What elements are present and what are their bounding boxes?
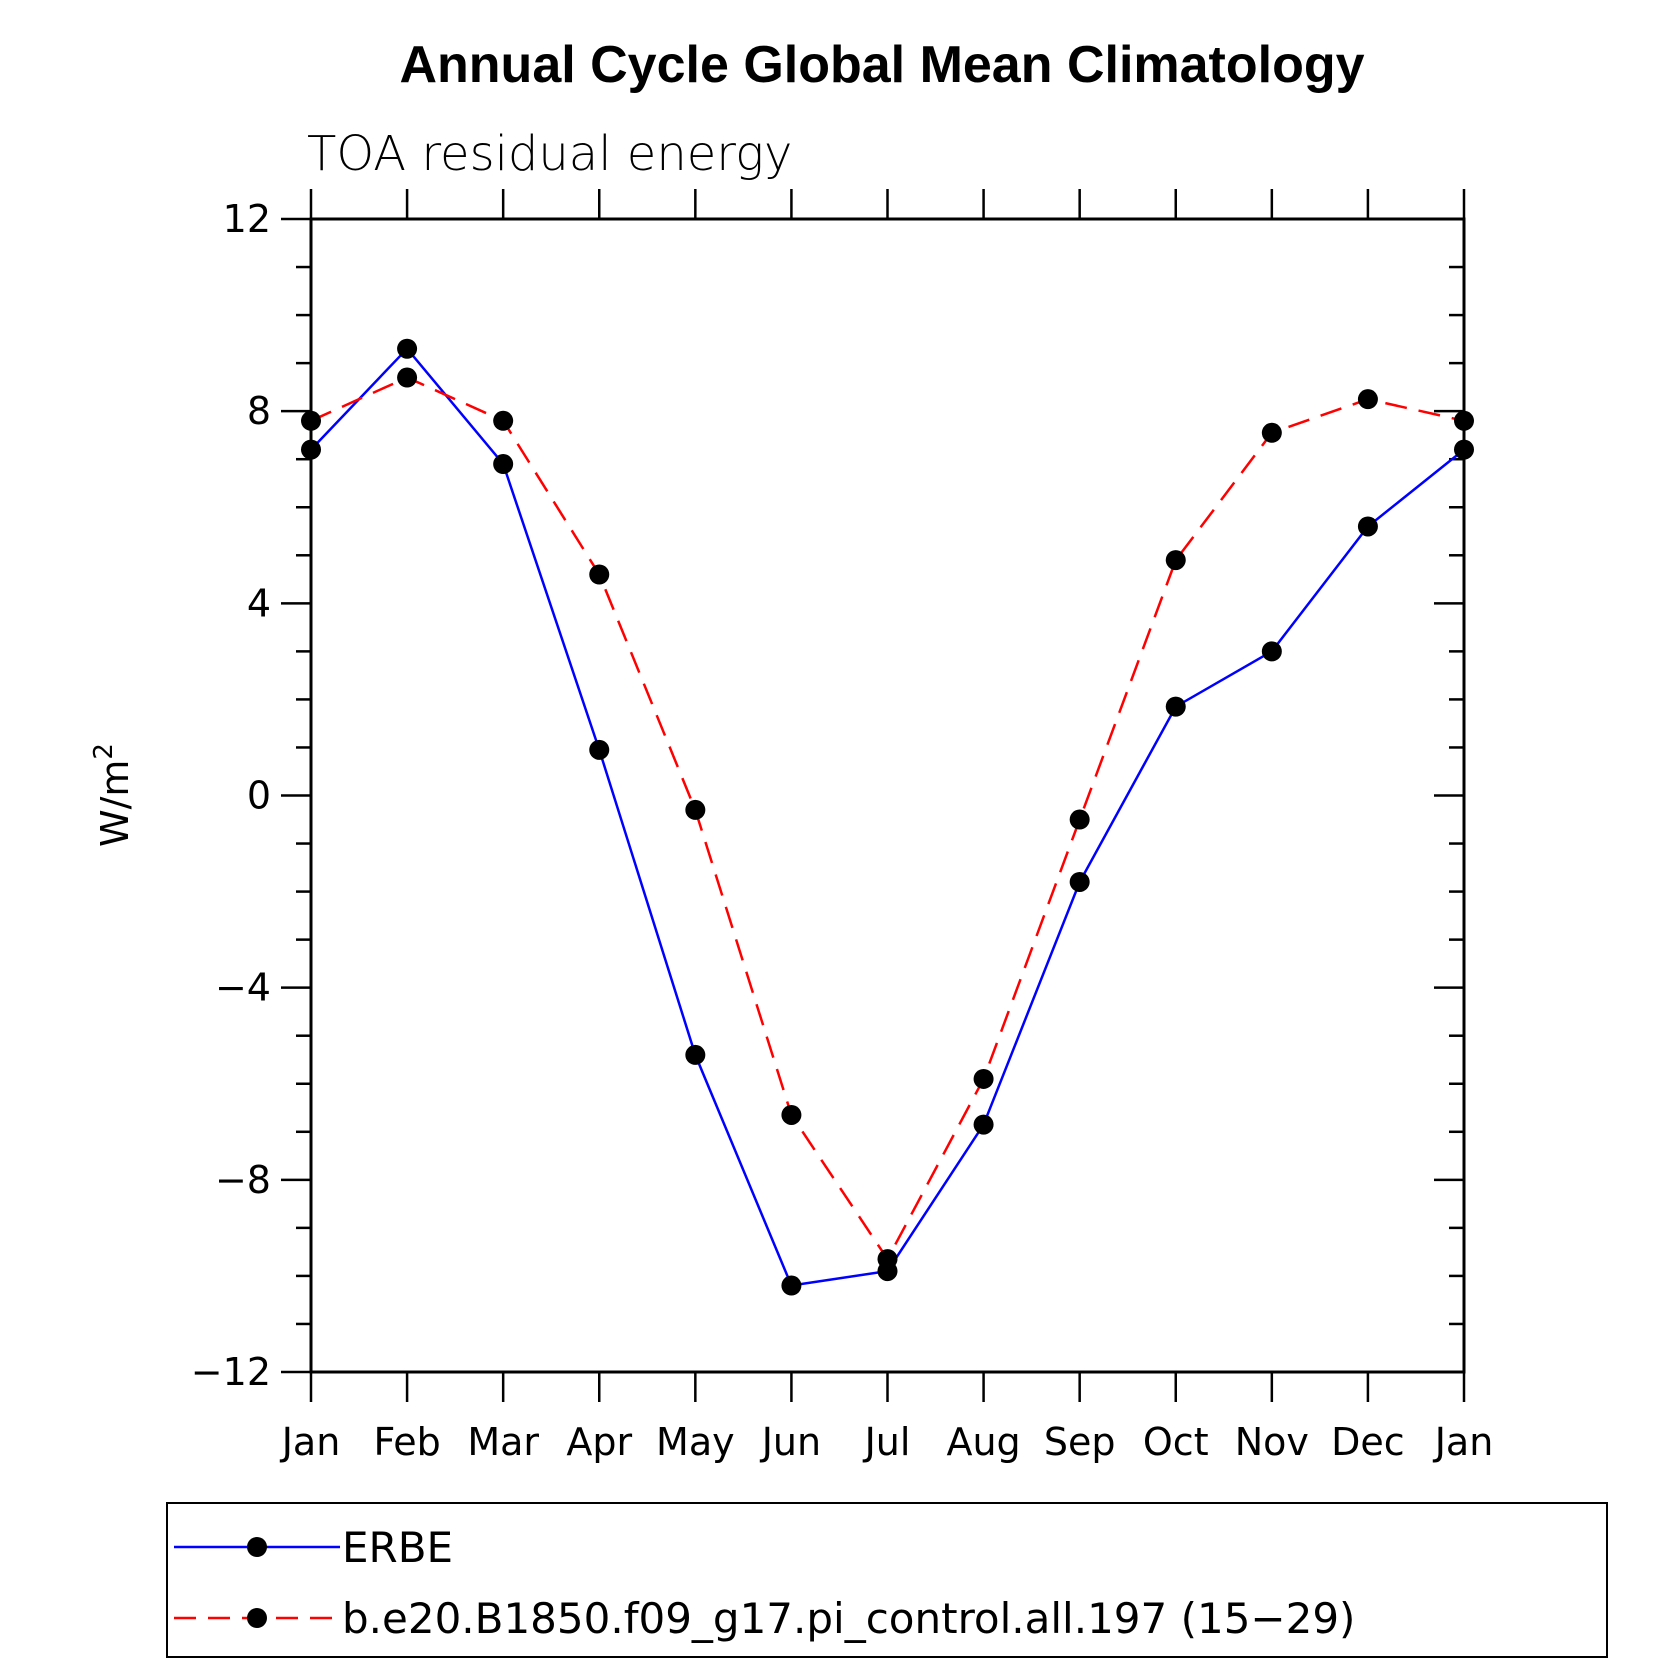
y-tick-label: −4 (215, 966, 271, 1010)
data-point (493, 454, 514, 475)
x-tick-label: Nov (1235, 1420, 1309, 1464)
plot-area (309, 217, 1466, 1374)
chart-subtitle: TOA residual energy (307, 126, 792, 182)
data-point (973, 1114, 994, 1135)
data-point (973, 1068, 994, 1089)
x-tick-label: Aug (946, 1420, 1020, 1464)
data-point (1069, 809, 1090, 830)
data-point (685, 1044, 706, 1065)
x-tick-label: May (656, 1420, 735, 1464)
x-tick-label: Jan (280, 1420, 341, 1464)
data-point (1357, 516, 1378, 537)
data-point (1165, 550, 1186, 571)
data-point (1261, 422, 1282, 443)
data-point (1069, 871, 1090, 892)
series-model (310, 376, 1465, 1262)
legend-marker-erbe (247, 1537, 267, 1557)
y-axis-label-text: W/m (93, 760, 137, 847)
x-tick-label: Apr (566, 1420, 632, 1464)
x-tick-label: Oct (1143, 1420, 1209, 1464)
y-tick-label: 4 (247, 581, 271, 625)
data-point (1165, 696, 1186, 717)
data-point (781, 1104, 802, 1125)
y-tick-label: −8 (215, 1158, 271, 1202)
x-tick-label: Jan (1433, 1420, 1494, 1464)
y-tick-label: 12 (223, 197, 271, 241)
legend-label-model: b.e20.B1850.f09_g17.pi_control.all.197 (… (342, 1594, 1355, 1643)
data-point (685, 799, 706, 820)
svg-text:W/m2: W/m2 (89, 743, 137, 847)
data-point (589, 564, 610, 585)
x-tick-label: Jun (760, 1420, 821, 1464)
y-axis-label: W/m2 (89, 743, 137, 847)
data-point (1454, 410, 1474, 431)
y-tick-label: −12 (191, 1350, 271, 1394)
x-tick-label: Feb (373, 1420, 440, 1464)
data-point (781, 1275, 802, 1296)
x-tick-label: Dec (1331, 1420, 1405, 1464)
data-point (301, 439, 321, 460)
data-point (1454, 439, 1474, 460)
series-layer (301, 338, 1474, 1296)
x-tick-labels: Jan Feb Mar Apr May Jun Jul Aug Sep Oct Nov Dec Jan (280, 1420, 1494, 1464)
series-line (310, 346, 1465, 1287)
series-line (310, 376, 1465, 1262)
legend: ERBE b.e20.B1850.f09_g17.pi_control.all.… (166, 1502, 1608, 1658)
x-tick-label: Mar (467, 1420, 539, 1464)
data-point (397, 338, 418, 359)
x-tick-label: Sep (1044, 1420, 1116, 1464)
y-axis-label-superscript: 2 (89, 743, 119, 760)
x-tick-label: Jul (863, 1420, 911, 1464)
series-erbe (310, 346, 1465, 1287)
y-tick-labels: 12 8 4 0 −4 −8 −12 (191, 197, 271, 1394)
data-point (493, 410, 514, 431)
data-point (397, 367, 418, 388)
y-tick-label: 8 (247, 389, 271, 433)
data-point (1261, 641, 1282, 662)
legend-marker-model (247, 1608, 267, 1628)
y-tick-label: 0 (247, 774, 271, 818)
chart-title: Annual Cycle Global Mean Climatology (399, 36, 1364, 94)
data-point (589, 739, 610, 760)
axis-ticks (281, 189, 1466, 1402)
legend-label-erbe: ERBE (342, 1523, 453, 1572)
data-point (1357, 389, 1378, 410)
data-point (877, 1249, 898, 1270)
legend-box (166, 1502, 1608, 1658)
data-point (301, 410, 321, 431)
